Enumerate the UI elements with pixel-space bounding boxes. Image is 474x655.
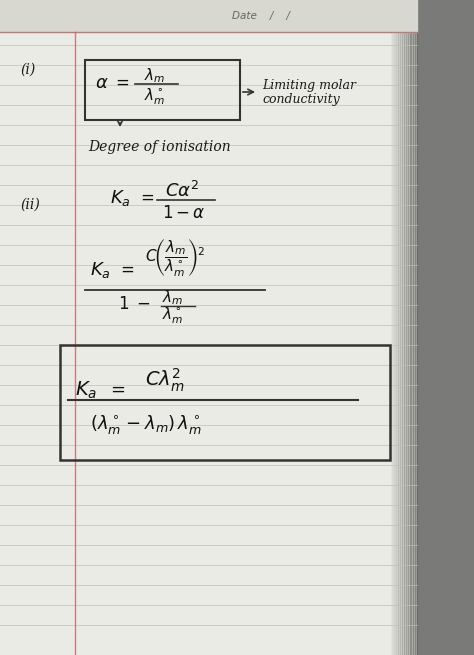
Bar — [392, 0, 394, 655]
Text: =: = — [120, 261, 134, 279]
Bar — [0, 0, 417, 32]
Bar — [394, 0, 396, 655]
Text: $C\alpha^2$: $C\alpha^2$ — [165, 181, 199, 201]
Bar — [411, 0, 413, 655]
Bar — [85, 60, 240, 120]
Bar — [60, 345, 390, 460]
Text: =: = — [140, 189, 154, 207]
Text: Degree of ionisation: Degree of ionisation — [88, 140, 231, 154]
Text: $\lambda_m$: $\lambda_m$ — [145, 67, 165, 85]
Text: Limiting molar: Limiting molar — [262, 79, 356, 92]
Text: $\alpha$: $\alpha$ — [95, 74, 109, 92]
Text: $K_a$: $K_a$ — [75, 379, 97, 401]
Text: (ii): (ii) — [20, 198, 40, 212]
Bar — [413, 0, 415, 655]
Text: $K_a$: $K_a$ — [110, 188, 131, 208]
Text: $C\!\left(\dfrac{\lambda_m}{\lambda_m^\circ}\right)^{\!2}$: $C\!\left(\dfrac{\lambda_m}{\lambda_m^\c… — [145, 238, 205, 278]
Text: $\lambda_m^\circ$: $\lambda_m^\circ$ — [162, 306, 183, 326]
Bar — [408, 0, 410, 655]
Bar — [410, 0, 411, 655]
Bar — [396, 0, 398, 655]
Bar — [400, 0, 402, 655]
Text: $K_a$: $K_a$ — [90, 260, 111, 280]
Text: =: = — [110, 381, 125, 399]
Polygon shape — [417, 0, 474, 655]
Bar — [389, 0, 391, 655]
Text: =: = — [115, 74, 129, 92]
Text: Date    /    /: Date / / — [232, 11, 290, 21]
Bar — [406, 0, 408, 655]
Text: $1-\alpha$: $1-\alpha$ — [162, 204, 206, 222]
Text: $\lambda_m$: $\lambda_m$ — [162, 289, 183, 307]
Bar — [415, 0, 417, 655]
Bar — [402, 0, 404, 655]
Text: $(\lambda_m^\circ - \lambda_m)\,\lambda_m^\circ$: $(\lambda_m^\circ - \lambda_m)\,\lambda_… — [90, 413, 202, 436]
Bar — [391, 0, 392, 655]
Bar — [404, 0, 406, 655]
Text: conductivity: conductivity — [262, 94, 340, 107]
Text: $C\lambda_m^2$: $C\lambda_m^2$ — [145, 366, 184, 394]
Text: $1\;-$: $1\;-$ — [118, 295, 150, 313]
Bar — [0, 0, 417, 655]
Bar — [398, 0, 400, 655]
Text: (i): (i) — [20, 63, 35, 77]
Text: $\lambda_m^\circ$: $\lambda_m^\circ$ — [145, 86, 165, 107]
